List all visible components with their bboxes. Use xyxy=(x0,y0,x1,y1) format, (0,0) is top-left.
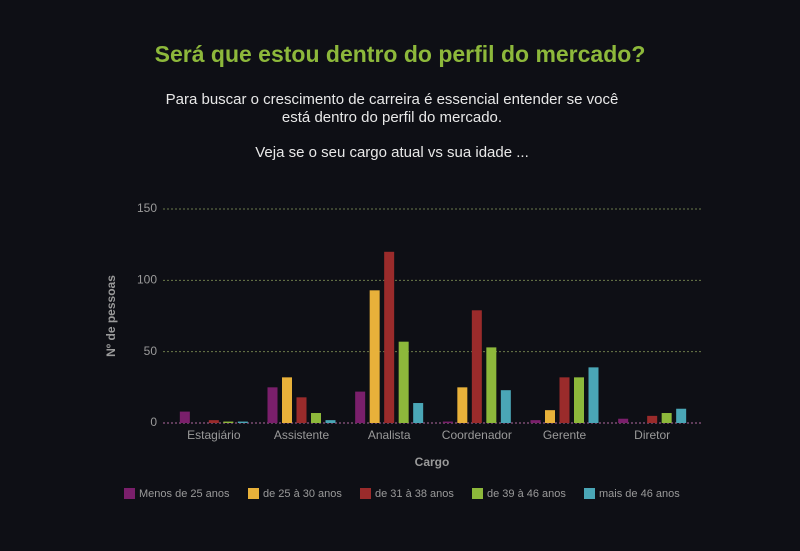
x-tick-label: Diretor xyxy=(634,428,670,442)
bar xyxy=(442,421,453,423)
bar xyxy=(223,421,234,423)
x-tick-label: Assistente xyxy=(274,428,330,442)
legend-swatch xyxy=(584,488,595,499)
bar xyxy=(398,341,409,423)
bar xyxy=(457,387,468,423)
bar xyxy=(486,347,497,423)
bar xyxy=(413,403,424,423)
subtitle: está dentro do perfil do mercado. xyxy=(282,109,502,126)
bar xyxy=(311,413,321,423)
bar xyxy=(530,420,541,423)
y-axis-label: Nº de pessoas xyxy=(104,275,118,357)
bar xyxy=(588,367,599,423)
bar xyxy=(574,377,584,423)
bar xyxy=(267,387,278,423)
bar xyxy=(500,390,511,423)
bar xyxy=(179,411,190,423)
legend-label: de 39 à 46 anos xyxy=(487,488,566,500)
y-tick-label: 100 xyxy=(137,273,157,287)
x-tick-label: Estagiário xyxy=(187,428,241,442)
y-tick-label: 150 xyxy=(137,201,157,215)
bar xyxy=(208,420,219,423)
note: Veja se o seu cargo atual vs sua idade .… xyxy=(255,144,529,161)
bar xyxy=(384,251,395,423)
legend-label: mais de 46 anos xyxy=(599,488,680,500)
legend-swatch xyxy=(124,488,135,499)
bar xyxy=(618,418,629,423)
legend-swatch xyxy=(360,488,371,499)
bar xyxy=(282,377,292,423)
bar xyxy=(471,310,482,423)
bar xyxy=(296,397,307,423)
bar xyxy=(237,421,248,423)
legend-swatch xyxy=(248,488,259,499)
x-tick-label: Gerente xyxy=(543,428,587,442)
chart-title: Será que estou dentro do perfil do merca… xyxy=(155,41,646,67)
x-tick-label: Analista xyxy=(368,428,411,442)
bar xyxy=(325,420,336,423)
bar xyxy=(661,413,672,423)
y-tick-label: 0 xyxy=(150,415,157,429)
subtitle: Para buscar o crescimento de carreira é … xyxy=(166,91,619,108)
x-tick-label: Coordenador xyxy=(442,428,512,442)
bar xyxy=(676,408,687,423)
bar xyxy=(355,391,366,423)
bar xyxy=(559,377,570,423)
legend-label: de 25 à 30 anos xyxy=(263,488,342,500)
y-tick-label: 50 xyxy=(144,344,158,358)
bar xyxy=(647,415,658,423)
legend-label: Menos de 25 anos xyxy=(139,488,230,500)
bar xyxy=(369,290,380,423)
x-axis-label: Cargo xyxy=(415,455,450,469)
legend-swatch xyxy=(472,488,483,499)
bar xyxy=(545,410,555,423)
legend-label: de 31 à 38 anos xyxy=(375,488,454,500)
